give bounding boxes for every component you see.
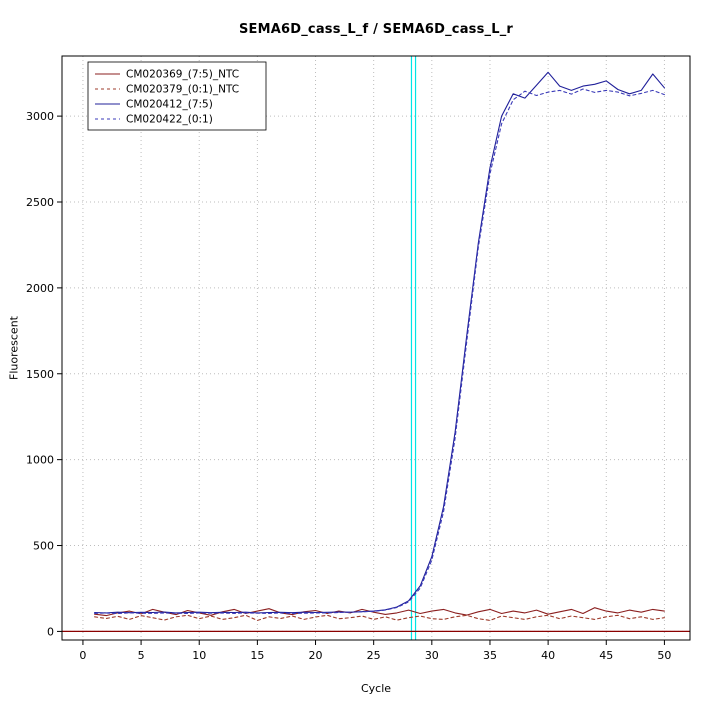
y-tick-label: 2000 — [26, 282, 54, 295]
grid — [62, 56, 690, 640]
legend-label: CM020422_(0:1) — [126, 114, 213, 126]
x-axis-label: Cycle — [360, 682, 392, 695]
plot-border — [61, 55, 691, 641]
x-tick-label: 15 — [250, 649, 264, 662]
legend-label: CM020379_(0:1)_NTC — [126, 84, 239, 96]
x-tick-label: 30 — [425, 649, 439, 662]
x-tick-label: 40 — [541, 649, 555, 662]
x-tick-label: 20 — [309, 649, 323, 662]
legend-label: CM020369_(7:5)_NTC — [126, 69, 239, 81]
legend: CM020369_(7:5)_NTC CM020379_(0:1)_NTC CM02… — [87, 61, 267, 131]
series-line-cm020369 — [94, 607, 665, 617]
y-tick-label: 3000 — [26, 110, 54, 123]
y-tick-label: 0 — [47, 625, 54, 638]
x-tick-label: 35 — [483, 649, 497, 662]
series-line-cm020379 — [94, 614, 665, 621]
x-tick-label: 45 — [599, 649, 613, 662]
legend-box — [87, 61, 267, 131]
x-tick-label: 0 — [79, 649, 86, 662]
series-line-cm020422 — [94, 88, 665, 615]
x-tick-label: 10 — [192, 649, 206, 662]
y-tick-label: 1500 — [26, 368, 54, 381]
y-tick-label: 500 — [33, 540, 54, 553]
x-tick-label: 5 — [138, 649, 145, 662]
x-axis-ticks: 0 5 10 15 20 25 30 35 40 45 50 — [79, 640, 671, 662]
series-line-cm020412 — [94, 71, 665, 614]
legend-label: CM020412_(7:5) — [126, 99, 213, 111]
x-tick-label: 50 — [657, 649, 671, 662]
x-tick-label: 25 — [367, 649, 381, 662]
y-axis-ticks: 0 500 1000 1500 2000 2500 3000 — [26, 110, 62, 638]
chart-title: SEMA6D_cass_L_f / SEMA6D_cass_L_r — [238, 22, 514, 37]
y-tick-label: 2500 — [26, 196, 54, 209]
y-tick-label: 1000 — [26, 454, 54, 467]
